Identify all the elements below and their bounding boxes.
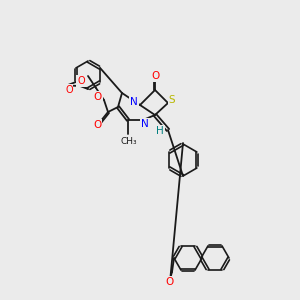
Text: O: O (166, 277, 174, 287)
Text: O: O (93, 120, 101, 130)
Text: O: O (77, 76, 85, 86)
Text: O: O (151, 71, 159, 81)
Text: H: H (156, 126, 164, 136)
Text: O: O (94, 92, 102, 102)
Text: CH₃: CH₃ (121, 136, 137, 146)
Text: N: N (130, 97, 138, 107)
Text: N: N (141, 119, 149, 129)
Text: S: S (169, 95, 175, 105)
Text: O: O (65, 85, 73, 95)
